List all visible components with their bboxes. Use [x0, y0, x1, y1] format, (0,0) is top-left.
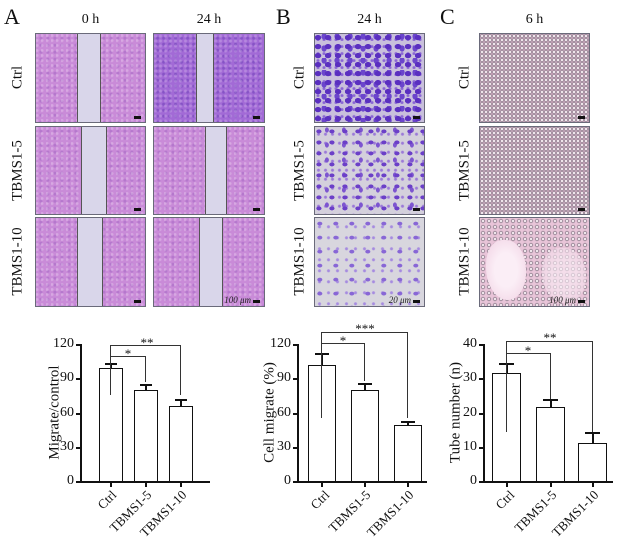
significance-label: **: [140, 335, 154, 350]
y-tick-label: 30: [277, 439, 291, 454]
significance-bracket: [506, 341, 593, 432]
scale-text: 20 μm: [388, 295, 411, 305]
y-tick-label: 0: [284, 473, 291, 488]
significance-label: **: [543, 330, 557, 345]
significance-bracket: [321, 332, 408, 418]
y-tick-label: 0: [67, 473, 74, 488]
bar-tbms1-5: [351, 390, 379, 482]
y-tick-label: 120: [270, 336, 291, 351]
row-label-tbms1-5-a: TBMS1-5: [9, 140, 26, 201]
y-tick-label: 60: [60, 405, 74, 420]
col-label-0h: 0 h: [81, 12, 100, 27]
wound-image-ctrl-0h: [35, 33, 146, 123]
bar-tbms1-5: [134, 390, 158, 482]
tube-image-tbms1-5: [479, 126, 590, 215]
col-label-24h-a: 24 h: [196, 12, 222, 27]
scale-bar: [134, 208, 141, 211]
y-tick-label: 60: [277, 405, 291, 420]
row-label-tbms1-10-a: TBMS1-10: [9, 227, 26, 296]
bar-tbms1-5: [536, 407, 565, 482]
y-tick-label: 20: [463, 405, 477, 420]
scale-bar: [253, 208, 260, 211]
bar-tbms1-10: [578, 443, 607, 482]
row-label-tbms1-10-c: TBMS1-10: [456, 227, 473, 296]
wound-image-ctrl-24h: [153, 33, 265, 123]
y-tick-label: 90: [277, 370, 291, 385]
transwell-image-tbms1-10: 20 μm: [314, 217, 425, 307]
y-tick-label: 120: [53, 336, 74, 351]
scale-bar: [253, 116, 260, 119]
significance-label: *: [339, 333, 347, 348]
bar-ctrl: [308, 365, 336, 482]
scale-bar: [134, 300, 141, 303]
scale-bar: [578, 300, 585, 303]
row-label-ctrl-b: Ctrl: [291, 65, 308, 90]
transwell-image-tbms1-5: [314, 126, 425, 215]
row-label-tbms1-10-b: TBMS1-10: [291, 227, 308, 296]
wound-image-tbms1-10-24h: 100 μm: [153, 217, 265, 307]
bar-tbms1-10: [169, 406, 193, 482]
scale-bar: [578, 208, 585, 211]
bar-ctrl: [99, 368, 123, 482]
panel-letter-b: B: [276, 4, 291, 29]
scale-text: 100 μm: [549, 295, 576, 305]
panel-letter-a: A: [4, 4, 20, 29]
col-label-6h-c: 6 h: [525, 12, 544, 27]
y-tick-label: 40: [463, 336, 477, 351]
scale-bar: [413, 116, 420, 119]
significance-label: *: [524, 343, 532, 358]
row-label-ctrl-a: Ctrl: [9, 65, 26, 90]
bar-tbms1-10: [394, 425, 422, 482]
significance-bracket: [110, 345, 181, 395]
y-tick-label: 30: [463, 370, 477, 385]
y-tick-label: 0: [470, 473, 477, 488]
wound-image-tbms1-10-0h: [35, 217, 146, 307]
col-label-24h-b: 24 h: [357, 12, 382, 27]
significance-label: *: [124, 346, 132, 361]
significance-label: ***: [355, 321, 375, 336]
scale-bar: [134, 116, 141, 119]
y-tick-label: 90: [60, 370, 74, 385]
scale-bar: [413, 208, 420, 211]
scale-bar: [413, 300, 420, 303]
wound-image-tbms1-5-0h: [35, 126, 146, 215]
panel-letter-c: C: [440, 4, 455, 29]
row-label-ctrl-c: Ctrl: [456, 65, 473, 90]
scale-bar: [578, 116, 585, 119]
row-label-tbms1-5-c: TBMS1-5: [456, 140, 473, 201]
transwell-image-ctrl: [314, 33, 425, 123]
scale-bar: [253, 300, 260, 303]
tube-image-tbms1-10: 100 μm: [479, 217, 590, 307]
y-tick-label: 30: [60, 439, 74, 454]
tube-image-ctrl: [479, 33, 590, 123]
y-tick-label: 10: [463, 439, 477, 454]
scale-text: 100 μm: [224, 295, 251, 305]
row-label-tbms1-5-b: TBMS1-5: [291, 140, 308, 201]
wound-image-tbms1-5-24h: [153, 126, 265, 215]
